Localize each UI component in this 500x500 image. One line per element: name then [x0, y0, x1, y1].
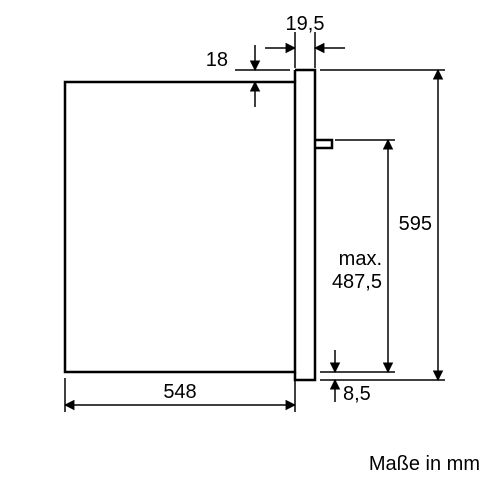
dim-top-18: 18 — [206, 45, 290, 107]
dim-548-label: 548 — [163, 381, 196, 403]
oven-body — [65, 70, 332, 380]
dim-bottom-8-5: 8,5 — [335, 350, 371, 405]
units-caption: Maße in mm — [369, 453, 480, 475]
dim-18-label: 18 — [206, 49, 228, 71]
dimension-drawing: 548 19,5 18 595 max. 487,5 8,5 Maße in m… — [0, 0, 500, 500]
dim-487-5-label: 487,5 — [332, 271, 382, 293]
dim-front-19-5: 19,5 — [265, 13, 345, 68]
dim-door-487-5: max. 487,5 — [320, 140, 395, 372]
dim-max-label: max. — [339, 248, 382, 270]
dim-8-5-label: 8,5 — [343, 383, 371, 405]
dim-width-548: 548 — [65, 378, 295, 412]
dim-19-5-label: 19,5 — [286, 13, 325, 35]
dim-height-595: 595 — [320, 70, 445, 380]
dim-595-label: 595 — [399, 213, 432, 235]
